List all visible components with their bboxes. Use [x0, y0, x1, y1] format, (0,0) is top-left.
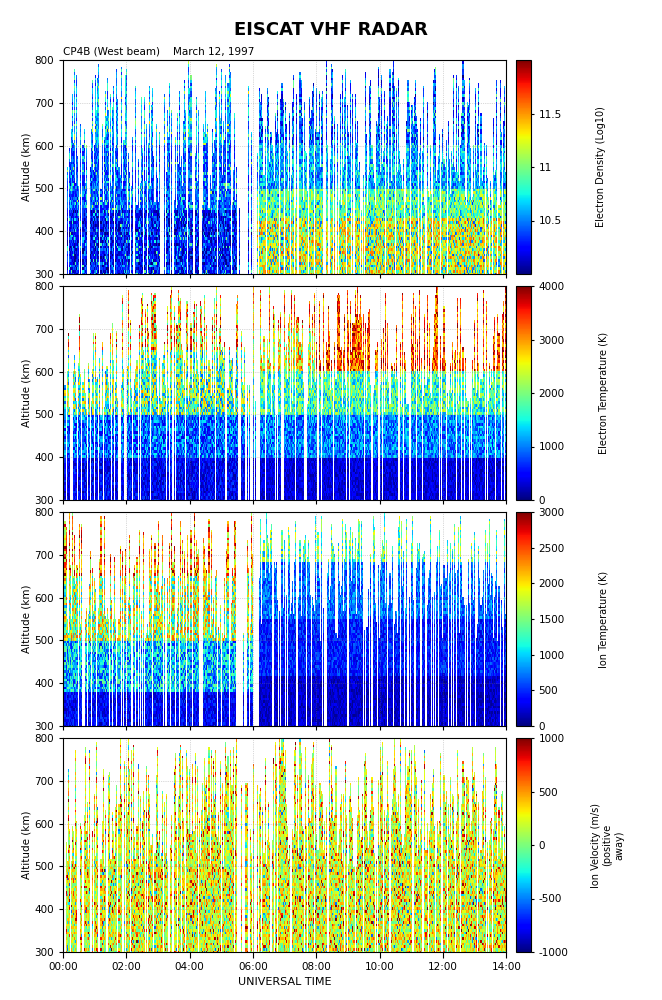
Y-axis label: Ion Temperature (K): Ion Temperature (K) — [598, 570, 608, 668]
Y-axis label: Altitude (km): Altitude (km) — [21, 811, 32, 879]
Text: EISCAT VHF RADAR: EISCAT VHF RADAR — [234, 21, 428, 39]
Y-axis label: Altitude (km): Altitude (km) — [21, 585, 32, 653]
Y-axis label: Electron Temperature (K): Electron Temperature (K) — [598, 332, 608, 454]
Y-axis label: Electron Density (Log10): Electron Density (Log10) — [596, 107, 606, 227]
Y-axis label: Altitude (km): Altitude (km) — [21, 133, 32, 201]
Y-axis label: Ion Velocity (m/s)
(positive
away): Ion Velocity (m/s) (positive away) — [591, 802, 624, 888]
Text: CP4B (West beam)    March 12, 1997: CP4B (West beam) March 12, 1997 — [63, 47, 254, 57]
X-axis label: UNIVERSAL TIME: UNIVERSAL TIME — [238, 977, 332, 987]
Y-axis label: Altitude (km): Altitude (km) — [21, 359, 32, 427]
